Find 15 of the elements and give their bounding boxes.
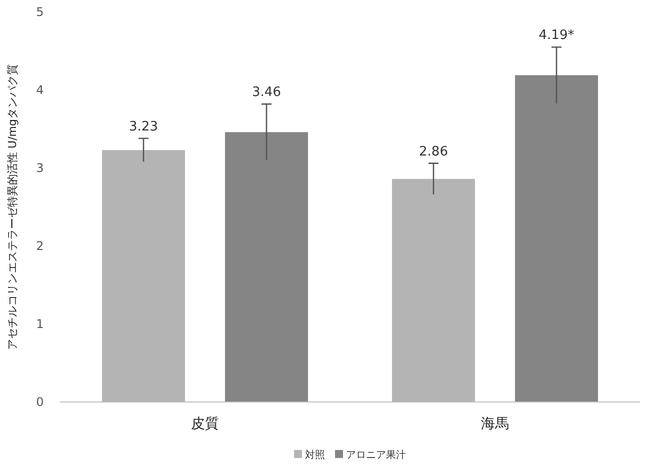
data-label: 3.46 <box>252 85 281 100</box>
y-tick-label: 4 <box>36 83 44 97</box>
x-tick-label: 皮質 <box>191 416 219 432</box>
y-tick-label: 0 <box>36 395 44 409</box>
data-label: 3.23 <box>129 119 158 134</box>
legend-label: 対照 <box>305 449 325 461</box>
x-tick-label: 海馬 <box>481 416 509 432</box>
y-tick-label: 3 <box>36 161 44 175</box>
y-axis-title: アセチルコリンエステラーゼ特異的活性 U/mgタンパク質 <box>6 64 19 350</box>
y-tick-label: 5 <box>36 5 44 19</box>
legend-label: アロニア果汁 <box>346 449 406 461</box>
data-label: 2.86 <box>419 144 448 160</box>
data-label: 4.19* <box>538 28 575 44</box>
y-tick-label: 1 <box>36 317 44 331</box>
y-tick-label: 2 <box>36 239 44 253</box>
